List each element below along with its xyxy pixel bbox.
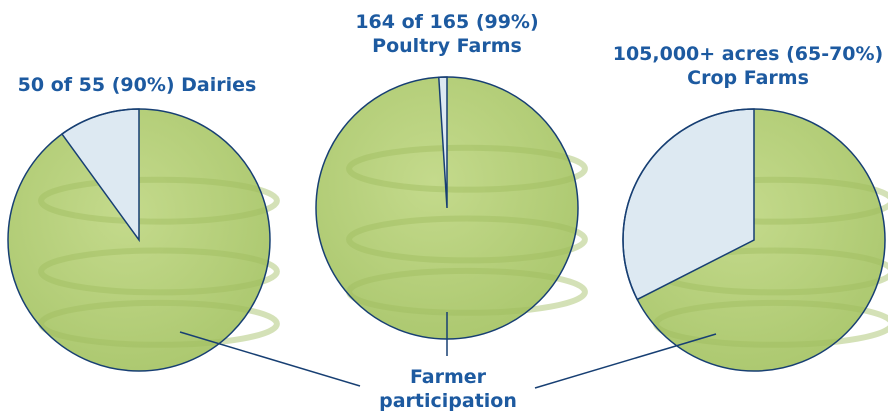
dairies-label: 50 of 55 (90%) Dairies [6, 73, 268, 97]
pie-outline [622, 108, 886, 372]
poultry-label-line2: Poultry Farms [372, 35, 522, 57]
callout-line1: Farmer [409, 366, 487, 388]
poultry-label-line1: 164 of 165 (99%) [355, 11, 539, 33]
poultry-label: 164 of 165 (99%) Poultry Farms [322, 10, 572, 58]
pie-outline [7, 108, 271, 372]
texture-ring [346, 215, 588, 264]
dairies-label-text: 50 of 55 (90%) Dairies [17, 74, 257, 96]
texture-ring [346, 267, 588, 316]
callout-line-dairies [179, 331, 361, 387]
crop-label-line1: 105,000+ acres (65-70%) [612, 43, 884, 65]
crop-label: 105,000+ acres (65-70%) Crop Farms [612, 42, 884, 90]
texture-ring [38, 247, 280, 296]
texture-ring [38, 176, 280, 225]
texture-ring [38, 299, 280, 348]
pie-dairies [7, 108, 280, 372]
callout-line2: participation [379, 390, 517, 412]
pie-crops [622, 108, 888, 372]
callout-line-crops [534, 333, 717, 389]
pie-poultry [315, 76, 588, 340]
callout-lines [179, 312, 717, 389]
texture-ring [653, 299, 888, 348]
crop-label-line2: Crop Farms [687, 67, 809, 89]
texture-ring [346, 144, 588, 193]
farmer-participation-callout: Farmer participation [360, 365, 536, 413]
